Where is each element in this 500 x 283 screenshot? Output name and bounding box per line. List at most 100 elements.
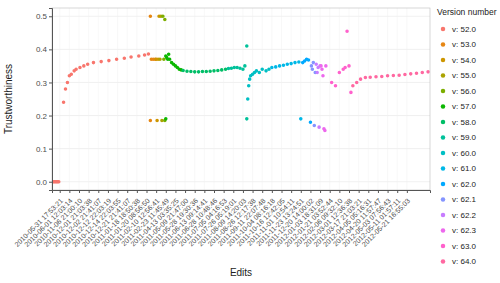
tick-label: 0.2 — [36, 112, 48, 121]
series — [330, 29, 353, 94]
tick-mark — [156, 190, 157, 193]
series — [246, 67, 271, 100]
point — [193, 70, 197, 74]
point — [245, 44, 249, 48]
point — [334, 84, 338, 88]
point — [258, 71, 262, 75]
legend-key — [441, 89, 446, 94]
point — [392, 74, 396, 78]
grid-line — [136, 8, 137, 190]
series — [301, 58, 312, 124]
tick-mark — [224, 190, 225, 193]
grid-line — [79, 8, 80, 190]
tick-mark — [49, 16, 52, 17]
legend-label: v: 56.0 — [452, 87, 477, 96]
tick-mark — [368, 190, 369, 193]
legend-key — [441, 244, 446, 249]
legend-key — [441, 228, 446, 233]
tick-label: 0.1 — [36, 145, 48, 154]
grid-line — [377, 8, 378, 190]
grid-line — [52, 16, 430, 17]
point — [168, 58, 172, 62]
grid-line — [329, 8, 330, 190]
point — [62, 101, 66, 105]
legend-label: v: 54.0 — [452, 56, 477, 65]
point — [86, 62, 90, 66]
point — [161, 14, 165, 18]
point — [208, 69, 212, 73]
point — [66, 81, 70, 85]
point — [386, 74, 390, 78]
point — [278, 64, 282, 68]
point — [115, 58, 119, 62]
point — [149, 14, 153, 18]
tick-mark — [282, 190, 283, 193]
grid-line — [165, 8, 166, 190]
chart: 0.00.10.20.30.40.52010-05-31 17:53:21201… — [0, 0, 500, 283]
point — [241, 67, 245, 71]
point — [149, 119, 153, 123]
legend-key — [441, 42, 446, 47]
series — [154, 14, 160, 122]
legend-label: v: 58.0 — [452, 118, 477, 127]
legend-key — [441, 166, 446, 171]
point — [345, 29, 349, 33]
tick: 0.3 — [36, 79, 52, 88]
legend-label: v: 63.0 — [452, 242, 477, 251]
grid-line — [223, 8, 224, 190]
legend-key — [441, 27, 446, 32]
tick-mark — [49, 149, 52, 150]
grid-line — [107, 8, 108, 190]
tick-mark — [388, 190, 389, 193]
point — [185, 69, 189, 73]
y-axis: 0.00.10.20.30.40.5 — [36, 9, 53, 191]
point — [347, 64, 351, 68]
point — [64, 87, 68, 91]
point — [282, 63, 286, 67]
point — [349, 91, 353, 95]
legend-label: v: 62.2 — [452, 211, 477, 220]
legend-key — [441, 135, 446, 140]
tick-mark — [89, 190, 90, 193]
legend-label: v: 52.0 — [452, 25, 477, 34]
tick-mark — [204, 190, 205, 193]
point — [181, 69, 185, 73]
point — [274, 65, 278, 69]
legend-key — [441, 182, 446, 187]
grid-line — [291, 8, 292, 190]
tick-mark — [359, 190, 360, 193]
legend-label: v: 61.0 — [452, 164, 477, 173]
legend-label: v: 59.0 — [452, 133, 477, 142]
grid-line — [339, 8, 340, 190]
tick-label: 0.0 — [36, 178, 48, 187]
series — [149, 14, 157, 122]
point — [246, 97, 250, 101]
tick-label: 2012-05-11 01:57:11 — [352, 197, 402, 247]
tick-mark — [195, 190, 196, 193]
series — [181, 67, 227, 73]
grid-line — [281, 8, 282, 190]
tick-mark — [166, 190, 167, 193]
series — [314, 62, 321, 128]
point — [355, 81, 359, 85]
series — [351, 70, 430, 87]
tick-mark — [108, 190, 109, 193]
legend-label: v: 62.1 — [452, 195, 477, 204]
tick-mark — [49, 116, 52, 117]
point — [318, 64, 322, 68]
point — [324, 64, 328, 68]
point — [403, 73, 407, 77]
grid-line — [59, 8, 60, 190]
tick-mark — [291, 190, 292, 193]
series — [52, 52, 150, 183]
point — [92, 61, 96, 65]
tick-mark — [69, 190, 70, 193]
tick-mark — [175, 190, 176, 193]
point — [212, 69, 216, 73]
point — [167, 53, 171, 57]
tick-mark — [320, 190, 321, 193]
point — [311, 67, 315, 71]
point — [314, 62, 318, 66]
series — [164, 53, 183, 121]
legend-title: Version number — [437, 7, 497, 17]
